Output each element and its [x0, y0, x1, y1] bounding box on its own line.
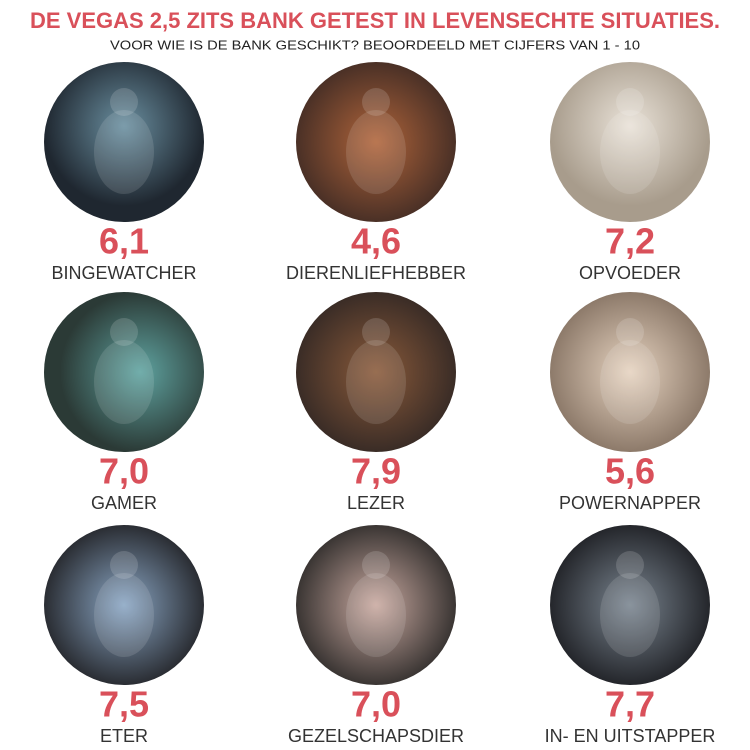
photo-head [110, 318, 138, 346]
score: 7,5 [99, 684, 149, 725]
photo-figure [600, 340, 660, 424]
score: 7,0 [99, 451, 149, 492]
photo [296, 525, 456, 685]
score: 7,7 [605, 684, 655, 725]
photo-figure [346, 573, 406, 657]
photo-head [362, 318, 390, 346]
score: 6,1 [99, 221, 149, 262]
label: ETER [100, 726, 148, 746]
photo-head [616, 88, 644, 116]
score: 7,2 [605, 221, 655, 262]
photo-figure [346, 110, 406, 194]
photo-figure [600, 573, 660, 657]
photo-head [616, 318, 644, 346]
photo-figure [600, 110, 660, 194]
score: 5,6 [605, 451, 655, 492]
subtitle: VOOR WIE IS DE BANK GESCHIKT? BEOORDEELD… [110, 37, 640, 52]
label: DIERENLIEFHEBBER [286, 263, 466, 283]
photo-head [616, 551, 644, 579]
photo [44, 62, 204, 222]
photo-figure [94, 110, 154, 194]
label: OPVOEDER [579, 263, 681, 283]
photo-figure [346, 340, 406, 424]
label: IN- EN UITSTAPPER [545, 726, 716, 746]
photo [44, 292, 204, 452]
photo-head [362, 88, 390, 116]
photo-head [110, 88, 138, 116]
score: 4,6 [351, 221, 401, 262]
score: 7,9 [351, 451, 401, 492]
photo-figure [94, 340, 154, 424]
photo [550, 292, 710, 452]
photo [296, 292, 456, 452]
label: GEZELSCHAPSDIER [288, 726, 464, 746]
title: DE VEGAS 2,5 ZITS BANK GETEST IN LEVENSE… [30, 8, 720, 33]
photo [550, 62, 710, 222]
photo-head [362, 551, 390, 579]
label: LEZER [347, 493, 405, 513]
label: BINGEWATCHER [51, 263, 196, 283]
photo-figure [94, 573, 154, 657]
photo-head [110, 551, 138, 579]
label: POWERNAPPER [559, 493, 701, 513]
score: 7,0 [351, 684, 401, 725]
photo [296, 62, 456, 222]
photo [550, 525, 710, 685]
photo [44, 525, 204, 685]
label: GAMER [91, 493, 157, 513]
